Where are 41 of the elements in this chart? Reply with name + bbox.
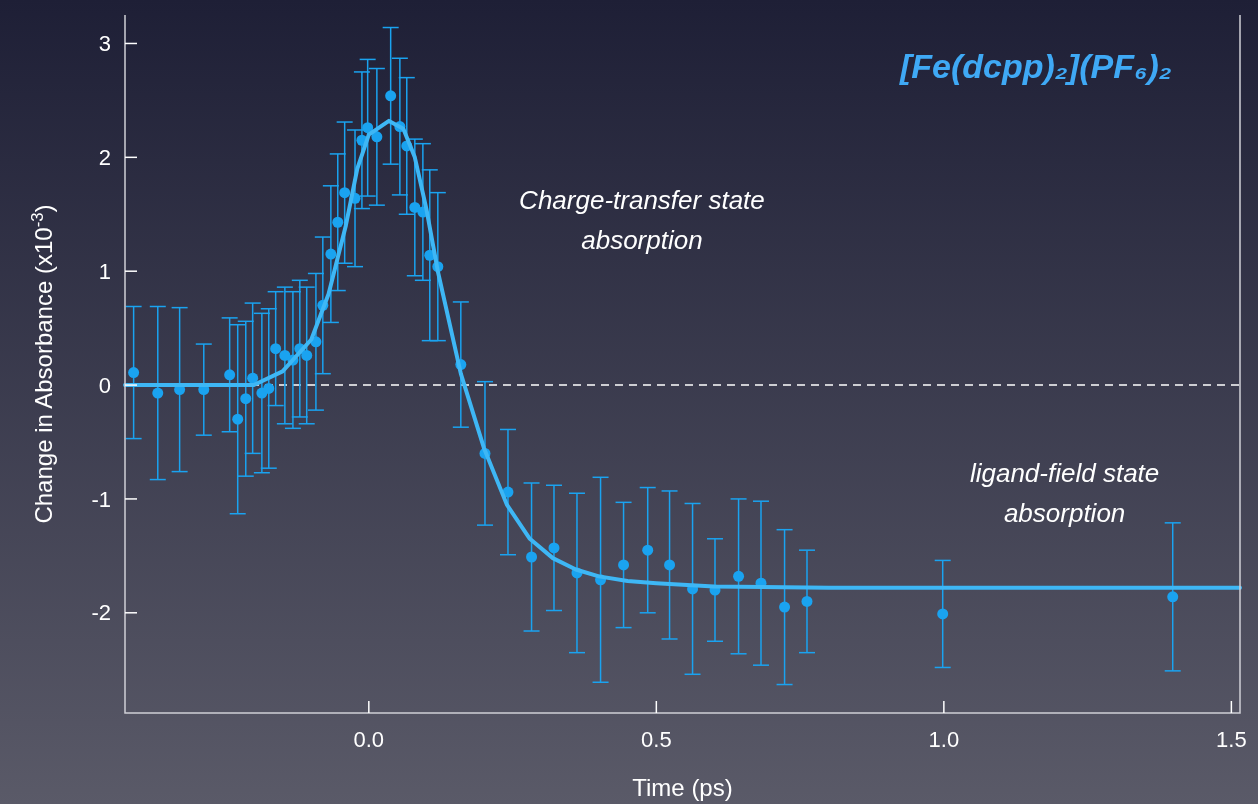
text: [Fe(dcpp)₂](PF₆)₂ (898, 46, 1172, 85)
point (232, 413, 244, 425)
x-tick-label: 0.0 (353, 727, 385, 752)
x-axis-title: Time (ps) (632, 774, 733, 801)
point (409, 201, 421, 213)
point (1167, 591, 1179, 603)
point (263, 382, 275, 394)
point (362, 122, 374, 134)
point (152, 387, 164, 399)
point (128, 367, 140, 379)
point (385, 90, 397, 102)
point (526, 551, 538, 563)
point (339, 187, 351, 199)
point (664, 559, 676, 571)
y-tick-label: -2 (91, 600, 111, 626)
x-tick-label: 1.5 (1216, 727, 1247, 752)
point (279, 349, 291, 361)
point (270, 343, 282, 355)
point (548, 542, 560, 554)
y-tick-label: -1 (91, 486, 111, 512)
y-tick-label: 0 (98, 372, 111, 398)
point (642, 544, 654, 556)
point (247, 372, 259, 384)
point (301, 349, 313, 361)
y-tick-label: 1 (98, 258, 111, 284)
point (801, 595, 813, 607)
y-tick-label: 3 (98, 31, 111, 57)
x-tick-label: 0.5 (641, 727, 672, 752)
point (332, 216, 344, 228)
x-tick-label: 1.0 (928, 727, 960, 752)
point (224, 369, 236, 381)
point (779, 601, 791, 613)
point (618, 559, 630, 571)
y-tick-label: 2 (98, 145, 111, 171)
point (325, 248, 337, 260)
annotation: ligand-field state absorption (969, 457, 1160, 528)
point (937, 608, 949, 620)
point (371, 131, 383, 143)
point (240, 393, 252, 405)
point (733, 570, 745, 582)
annotation: Charge-transfer state absorption (519, 184, 765, 255)
